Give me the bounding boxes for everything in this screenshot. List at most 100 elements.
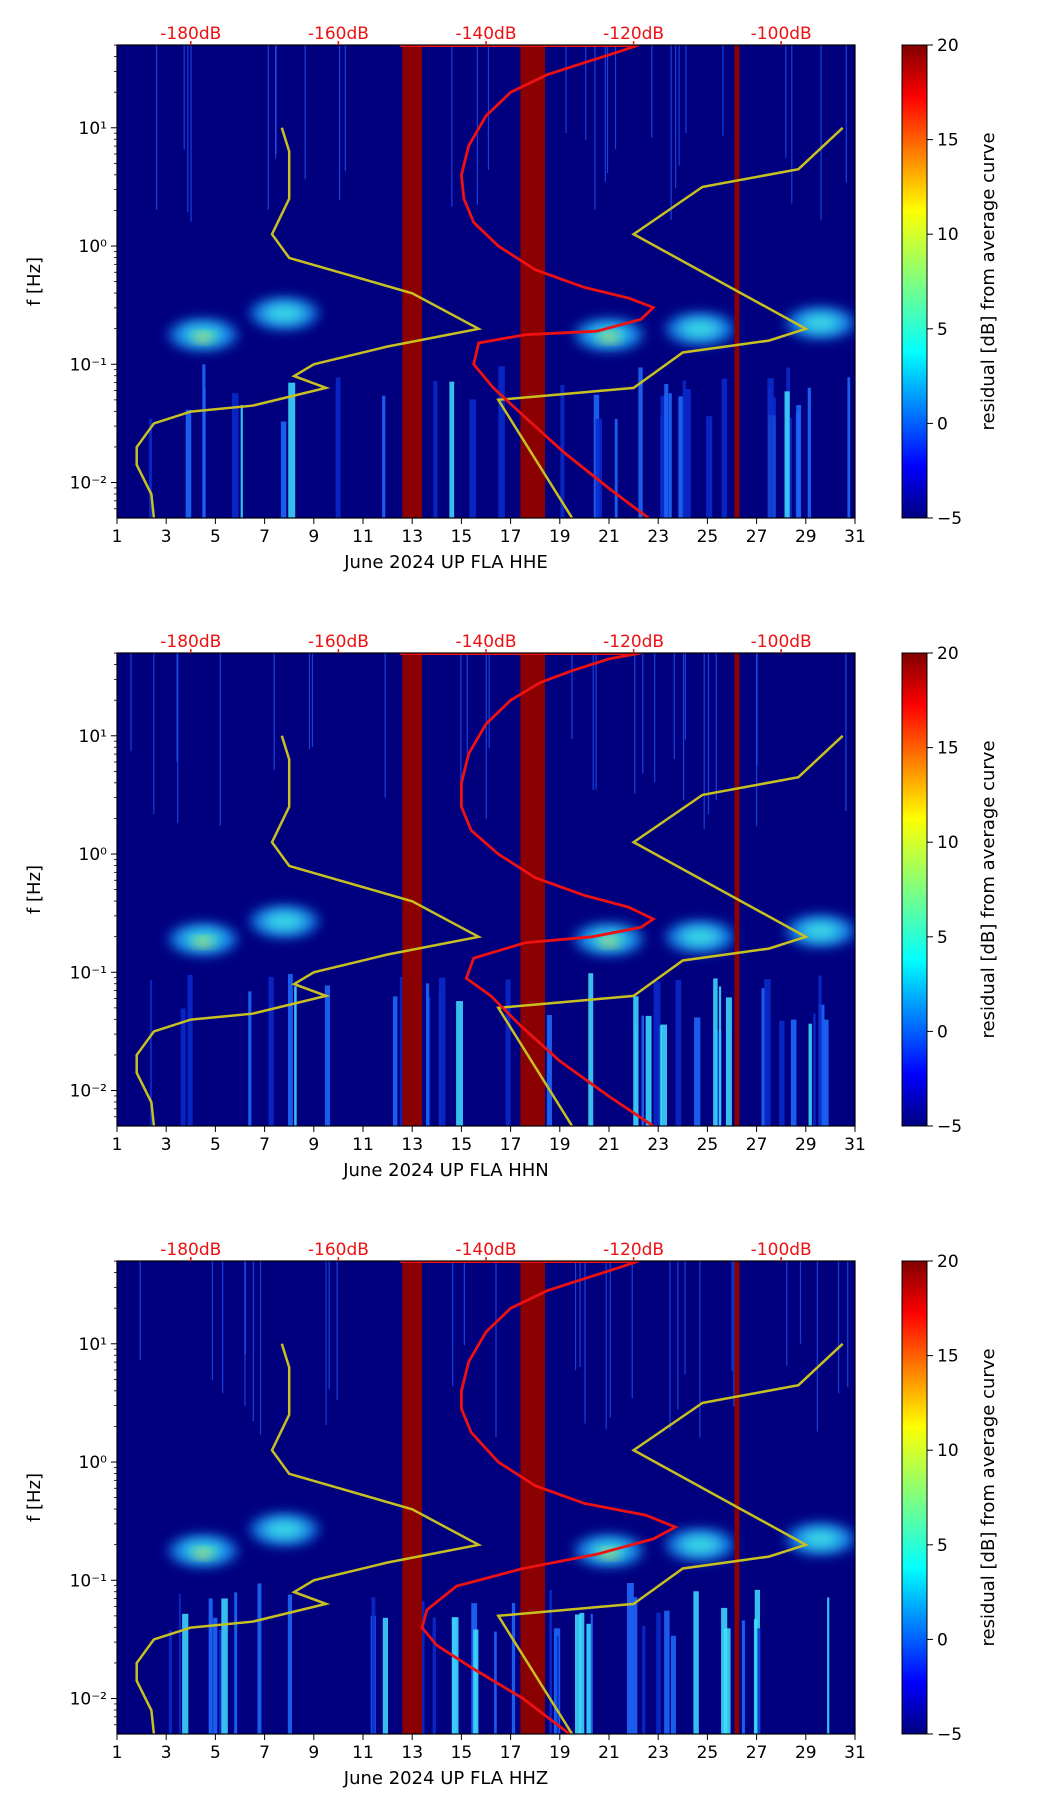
noise-line — [675, 45, 677, 189]
noise-line — [595, 653, 597, 790]
x-tick-label: 5 — [210, 1135, 221, 1155]
x-tick-label: 23 — [647, 527, 669, 547]
colorbar-label: residual [dB] from average curve — [978, 132, 999, 430]
noise-streak — [382, 1617, 388, 1734]
noise-line — [183, 45, 185, 150]
y-tick-label: 10⁻² — [70, 1690, 107, 1710]
noise-line — [273, 653, 275, 770]
x-tick-label: 31 — [844, 1135, 866, 1155]
noise-streak — [796, 404, 802, 518]
y-tick-label: 10⁻¹ — [70, 963, 107, 983]
colorbar-tick-label: 5 — [937, 1536, 948, 1556]
noise-streak — [288, 382, 296, 518]
x-tick-label: 29 — [795, 1135, 817, 1155]
colorbar-tick-label: 15 — [937, 739, 959, 759]
noise-line — [344, 45, 346, 172]
top-db-label: -140dB — [455, 1240, 516, 1260]
noise-line — [756, 653, 758, 767]
x-tick-label: 25 — [697, 1743, 719, 1763]
noise-streak — [638, 367, 643, 518]
noise-line — [669, 1261, 671, 1431]
y-tick-label: 10⁻¹ — [70, 355, 107, 375]
noise-line — [139, 1261, 141, 1361]
noise-streak — [432, 1617, 437, 1734]
noise-streak — [180, 1008, 186, 1126]
x-tick-label: 9 — [308, 1135, 319, 1155]
x-tick-label: 23 — [647, 1135, 669, 1155]
noise-streak — [633, 1597, 638, 1734]
energy-core — [264, 304, 305, 323]
noise-line — [308, 653, 311, 750]
x-tick-label: 19 — [549, 527, 571, 547]
noise-line — [847, 1261, 849, 1388]
noise-streak — [185, 409, 192, 518]
x-tick-label: 17 — [500, 527, 522, 547]
noise-line — [677, 1261, 679, 1410]
noise-line — [670, 45, 672, 220]
energy-peak — [195, 1549, 212, 1558]
noise-streak — [574, 1614, 581, 1734]
x-tick-label: 9 — [308, 1743, 319, 1763]
noise-streak — [257, 1583, 262, 1734]
data-gap — [734, 45, 740, 518]
noise-streak — [324, 985, 331, 1126]
energy-core — [680, 319, 721, 338]
x-tick-label: 5 — [210, 527, 221, 547]
noise-line — [845, 45, 847, 183]
noise-line — [463, 1261, 465, 1346]
noise-streak — [371, 1597, 376, 1734]
noise-line — [574, 1261, 577, 1371]
noise-line — [384, 653, 386, 798]
noise-streak — [505, 979, 511, 1126]
y-tick-label: 10⁰ — [79, 845, 108, 865]
colorbar-tick-label: 20 — [937, 644, 959, 664]
spectrogram-area — [117, 653, 855, 1126]
noise-streak — [433, 381, 438, 518]
top-db-label: -100dB — [751, 24, 812, 44]
colorbar — [901, 652, 928, 1127]
noise-streak — [202, 364, 206, 518]
noise-streak — [218, 1629, 223, 1734]
noise-streak — [741, 1620, 745, 1734]
top-db-label: -140dB — [455, 24, 516, 44]
noise-streak — [614, 418, 618, 518]
energy-peak — [195, 333, 212, 342]
noise-streak — [818, 975, 822, 1126]
noise-line — [707, 653, 710, 815]
y-tick-label: 10¹ — [79, 1335, 107, 1355]
noise-line — [222, 1261, 224, 1394]
panel-3: 1 3 5 7 9 11 13 15 17 19 21 23 25 27 29 3110⁻²10⁻¹10⁰10… — [24, 1240, 999, 1789]
colorbar-tick-label: 10 — [937, 225, 959, 245]
top-db-label: -180dB — [160, 1240, 221, 1260]
noise-line — [485, 653, 487, 819]
x-tick-label: 21 — [598, 1135, 620, 1155]
y-tick-label: 10⁻² — [70, 474, 107, 494]
noise-line — [495, 1261, 497, 1438]
x-tick-label: 29 — [795, 527, 817, 547]
x-tick-label: 1 — [112, 527, 123, 547]
x-tick-label: 11 — [352, 527, 374, 547]
energy-core — [800, 1529, 841, 1548]
noise-streak — [187, 974, 193, 1126]
noise-streak — [451, 1617, 459, 1734]
noise-line — [259, 1261, 262, 1435]
noise-line — [703, 653, 705, 830]
noise-line — [252, 1261, 254, 1421]
noise-line — [275, 45, 277, 159]
x-tick-label: 13 — [401, 527, 423, 547]
noise-streak — [382, 395, 386, 518]
top-db-label: -160dB — [308, 632, 369, 652]
y-axis-label: f [Hz] — [24, 1473, 45, 1522]
noise-line — [336, 1261, 338, 1401]
noise-line — [699, 1261, 701, 1438]
noise-model-low-curve — [135, 127, 483, 518]
noise-line — [786, 1261, 788, 1366]
noise-line — [642, 653, 644, 774]
colorbar-tick-label: 5 — [937, 928, 948, 948]
noise-line — [155, 45, 158, 210]
x-axis-label: June 2024 UP FLA HHN — [342, 1160, 549, 1181]
colorbar-tick-label: −5 — [937, 1725, 962, 1745]
top-db-label: -160dB — [308, 24, 369, 44]
noise-streak — [807, 387, 811, 518]
